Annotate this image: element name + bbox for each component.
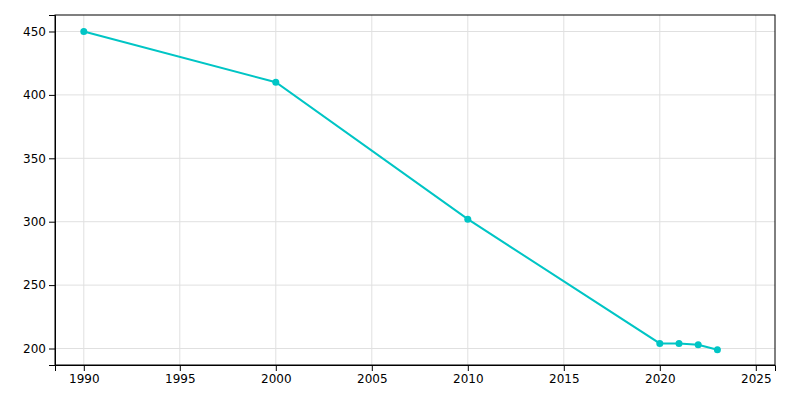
grid-line-y	[55, 348, 775, 349]
y-tick-label: 250	[23, 278, 46, 292]
marks	[80, 28, 721, 353]
point	[695, 341, 702, 348]
x-tick-label: 2005	[357, 372, 388, 386]
y-tick: 400	[23, 88, 55, 102]
y-tick-label: 450	[23, 25, 46, 39]
line	[84, 31, 718, 349]
x-tick-label: 2020	[645, 372, 676, 386]
y-tick: 250	[23, 278, 55, 292]
x-tick-label: 1995	[165, 372, 196, 386]
x-tick-mark	[468, 365, 469, 371]
y-tick: 300	[23, 215, 55, 229]
grid-line-x	[275, 15, 276, 365]
point	[656, 340, 663, 347]
x-tick: 2010	[453, 365, 484, 386]
y-tick: 350	[23, 152, 55, 166]
y-axis-line	[49, 16, 56, 366]
grid	[55, 15, 775, 365]
x-tick-mark	[564, 365, 565, 371]
x-tick: 2000	[261, 365, 292, 386]
grid-line-x	[755, 15, 756, 365]
y-axis: 200 250 300 350 400 450	[23, 16, 55, 366]
x-axis-line	[56, 366, 776, 372]
x-tick: 2015	[549, 365, 580, 386]
grid-line-y	[55, 31, 775, 32]
y-tick-label: 400	[23, 88, 46, 102]
point	[464, 216, 471, 223]
x-tick: 2005	[357, 365, 388, 386]
y-tick-mark	[49, 285, 55, 286]
y-tick-mark	[49, 222, 55, 223]
grid-line-x	[371, 15, 372, 365]
y-tick-mark	[49, 158, 55, 159]
x-tick-label: 2000	[261, 372, 292, 386]
y-tick-label: 350	[23, 152, 46, 166]
x-tick-mark	[372, 365, 373, 371]
y-tick: 450	[23, 25, 55, 39]
x-tick-mark	[756, 365, 757, 371]
y-tick: 200	[23, 342, 55, 356]
x-tick: 2025	[741, 365, 772, 386]
y-tick-label: 300	[23, 215, 46, 229]
x-tick: 2020	[645, 365, 676, 386]
x-tick: 1990	[69, 365, 100, 386]
x-tick-mark	[660, 365, 661, 371]
x-tick-label: 2025	[741, 372, 772, 386]
y-tick-label: 200	[23, 342, 46, 356]
grid-line-x	[659, 15, 660, 365]
grid-line-x	[83, 15, 84, 365]
x-tick-label: 2015	[549, 372, 580, 386]
chart: 1990 1995 2000 2005 2010 2015 2020 2025 200 250 30…	[0, 0, 800, 400]
x-tick-mark	[180, 365, 181, 371]
point	[80, 28, 87, 35]
plot-frame	[55, 15, 775, 365]
grid-line-x	[563, 15, 564, 365]
grid-line-y	[55, 94, 775, 95]
point	[272, 79, 279, 86]
x-tick-mark	[84, 365, 85, 371]
plot: 1990 1995 2000 2005 2010 2015 2020 2025 200 250 30…	[23, 15, 775, 386]
x-tick-label: 2010	[453, 372, 484, 386]
x-tick-mark	[276, 365, 277, 371]
grid-line-x	[179, 15, 180, 365]
grid-line-x	[467, 15, 468, 365]
x-tick: 1995	[165, 365, 196, 386]
x-tick-label: 1990	[69, 372, 100, 386]
grid-line-y	[55, 285, 775, 286]
y-tick-mark	[49, 31, 55, 32]
x-axis: 1990 1995 2000 2005 2010 2015 2020 2025	[56, 365, 776, 386]
point	[676, 340, 683, 347]
grid-line-y	[55, 221, 775, 222]
point	[714, 346, 721, 353]
grid-line-y	[55, 158, 775, 159]
y-tick-mark	[49, 95, 55, 96]
y-tick-mark	[49, 349, 55, 350]
